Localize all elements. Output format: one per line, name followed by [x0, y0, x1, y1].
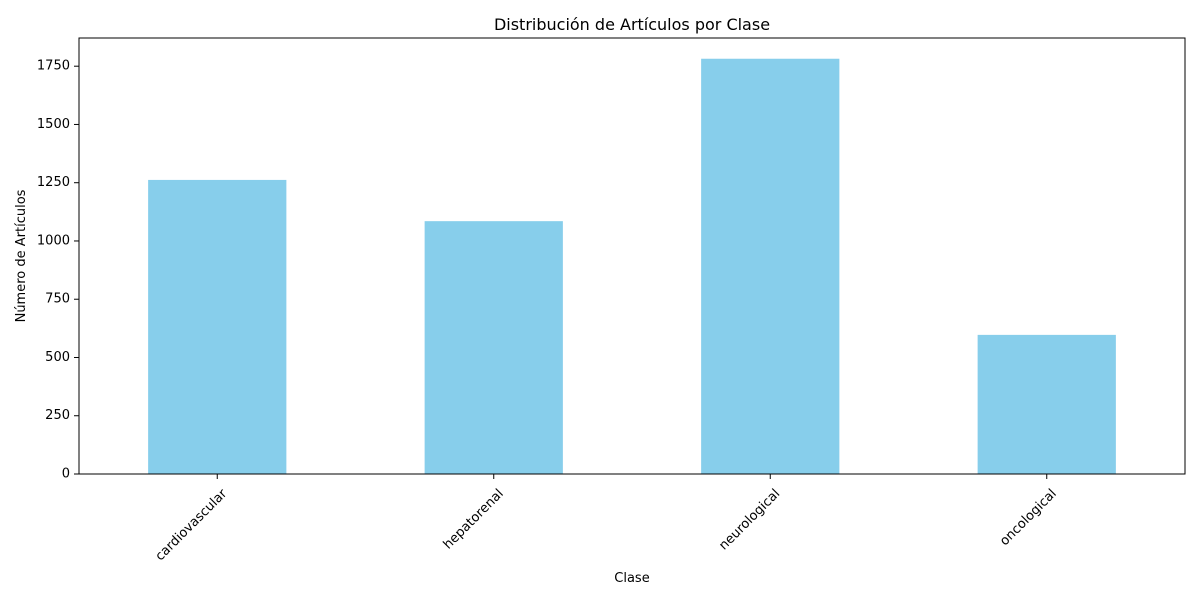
y-tick-label: 0 [62, 467, 70, 482]
x-tick-label: cardiovascular [153, 486, 231, 564]
chart-title: Distribución de Artículos por Clase [494, 15, 770, 34]
y-tick-label: 1250 [37, 175, 70, 190]
bar-hepatorenal [424, 221, 563, 474]
y-tick-label: 250 [45, 408, 70, 423]
bars-layer [148, 58, 1116, 474]
y-tick-label: 1000 [37, 233, 70, 248]
bar-oncological [977, 334, 1116, 474]
x-axis-label: Clase [614, 571, 649, 586]
y-tick-label: 1500 [37, 117, 70, 132]
bar-neurological [701, 58, 840, 474]
bar-cardiovascular [148, 179, 287, 474]
x-tick-label: neurological [716, 486, 783, 553]
y-axis-label: Número de Artículos [14, 189, 29, 322]
x-axis-ticks: cardiovascular hepatorenal neurological onc… [153, 474, 1060, 564]
x-tick-label: oncological [997, 486, 1060, 549]
y-tick-label: 1750 [37, 59, 70, 74]
plot-frame [78, 37, 1186, 475]
y-tick-label: 750 [45, 292, 70, 307]
y-axis-ticks: 0 250 500 750 1000 1250 1500 1750 [37, 59, 79, 482]
y-tick-label: 500 [45, 350, 70, 365]
x-tick-label: hepatorenal [441, 486, 507, 552]
